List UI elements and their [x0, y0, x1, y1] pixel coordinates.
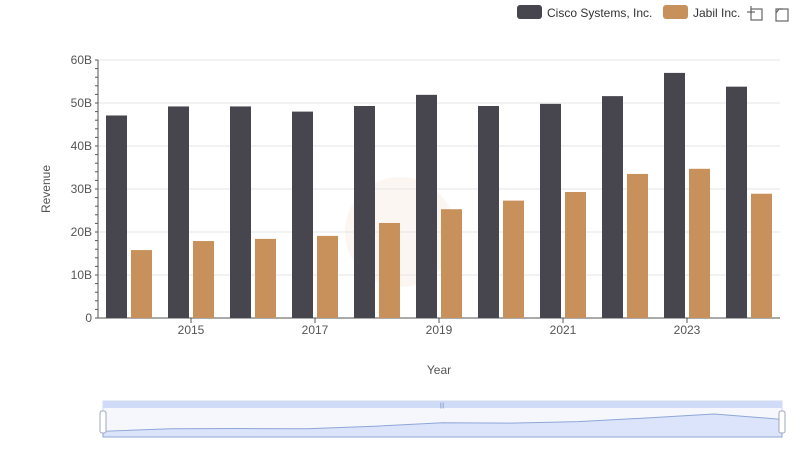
legend-item-cisco[interactable]: Cisco Systems, Inc. [517, 5, 652, 20]
x-tick-label: 2017 [302, 323, 329, 337]
x-axis: 2015 2017 2019 2021 2023 [98, 317, 780, 337]
y-tick-label: 40B [71, 139, 92, 153]
bar-cisco-2024[interactable] [726, 86, 747, 318]
legend-swatch-jabil [663, 5, 688, 19]
save-image-icon[interactable] [775, 8, 789, 22]
bar-cisco-2021[interactable] [540, 103, 561, 318]
zoom-grip-icon: ||| [440, 403, 445, 409]
bar-cisco-2014[interactable] [106, 115, 127, 318]
bar-jabil-2021[interactable] [565, 192, 586, 318]
bar-cisco-2020[interactable] [478, 106, 499, 318]
zoom-top-bar[interactable] [103, 401, 782, 408]
y-axis-title: Revenue [39, 165, 53, 213]
y-tick-label: 0 [85, 311, 92, 325]
x-tick-label: 2021 [550, 323, 577, 337]
bar-jabil-2020[interactable] [503, 200, 524, 318]
y-tick-label: 20B [71, 225, 92, 239]
x-tick-label: 2019 [426, 323, 453, 337]
bar-jabil-2014[interactable] [131, 250, 152, 318]
zoom-slider[interactable]: ||| [99, 400, 786, 438]
x-tick-label: 2015 [178, 323, 205, 337]
x-axis-title: Year [427, 363, 451, 377]
bar-jabil-2016[interactable] [255, 238, 276, 318]
bar-jabil-2015[interactable] [193, 241, 214, 318]
y-tick-label: 10B [71, 268, 92, 282]
legend-label-cisco: Cisco Systems, Inc. [547, 6, 652, 20]
bar-cisco-2018[interactable] [354, 106, 375, 318]
restore-icon[interactable] [747, 6, 763, 21]
y-tick-label: 30B [71, 182, 92, 196]
bar-jabil-2024[interactable] [751, 193, 772, 318]
bars [106, 72, 772, 319]
legend-label-jabil: Jabil Inc. [693, 6, 740, 20]
bar-jabil-2018[interactable] [379, 222, 400, 318]
y-tick-label: 50B [71, 96, 92, 110]
bar-jabil-2023[interactable] [689, 168, 710, 318]
bar-cisco-2015[interactable] [168, 106, 189, 318]
zoom-preview-area [102, 413, 783, 438]
bar-jabil-2022[interactable] [627, 173, 648, 318]
y-tick-label: 60B [71, 53, 92, 67]
legend-swatch-cisco [517, 5, 542, 19]
bar-cisco-2022[interactable] [602, 96, 623, 319]
bar-cisco-2019[interactable] [416, 94, 437, 318]
bar-cisco-2016[interactable] [230, 106, 251, 318]
bar-jabil-2017[interactable] [317, 235, 338, 318]
y-axis: 0 10B 20B 30B 40B 50B 60B [71, 53, 99, 325]
bar-cisco-2023[interactable] [664, 72, 685, 319]
legend-item-jabil[interactable]: Jabil Inc. [663, 5, 740, 20]
x-tick-label: 2023 [674, 323, 701, 337]
zoom-handle-right[interactable] [778, 410, 786, 434]
bar-cisco-2017[interactable] [292, 111, 313, 318]
bar-jabil-2019[interactable] [441, 209, 462, 318]
zoom-handle-left[interactable] [99, 410, 107, 434]
legend: Cisco Systems, Inc. Jabil Inc. [517, 5, 740, 20]
